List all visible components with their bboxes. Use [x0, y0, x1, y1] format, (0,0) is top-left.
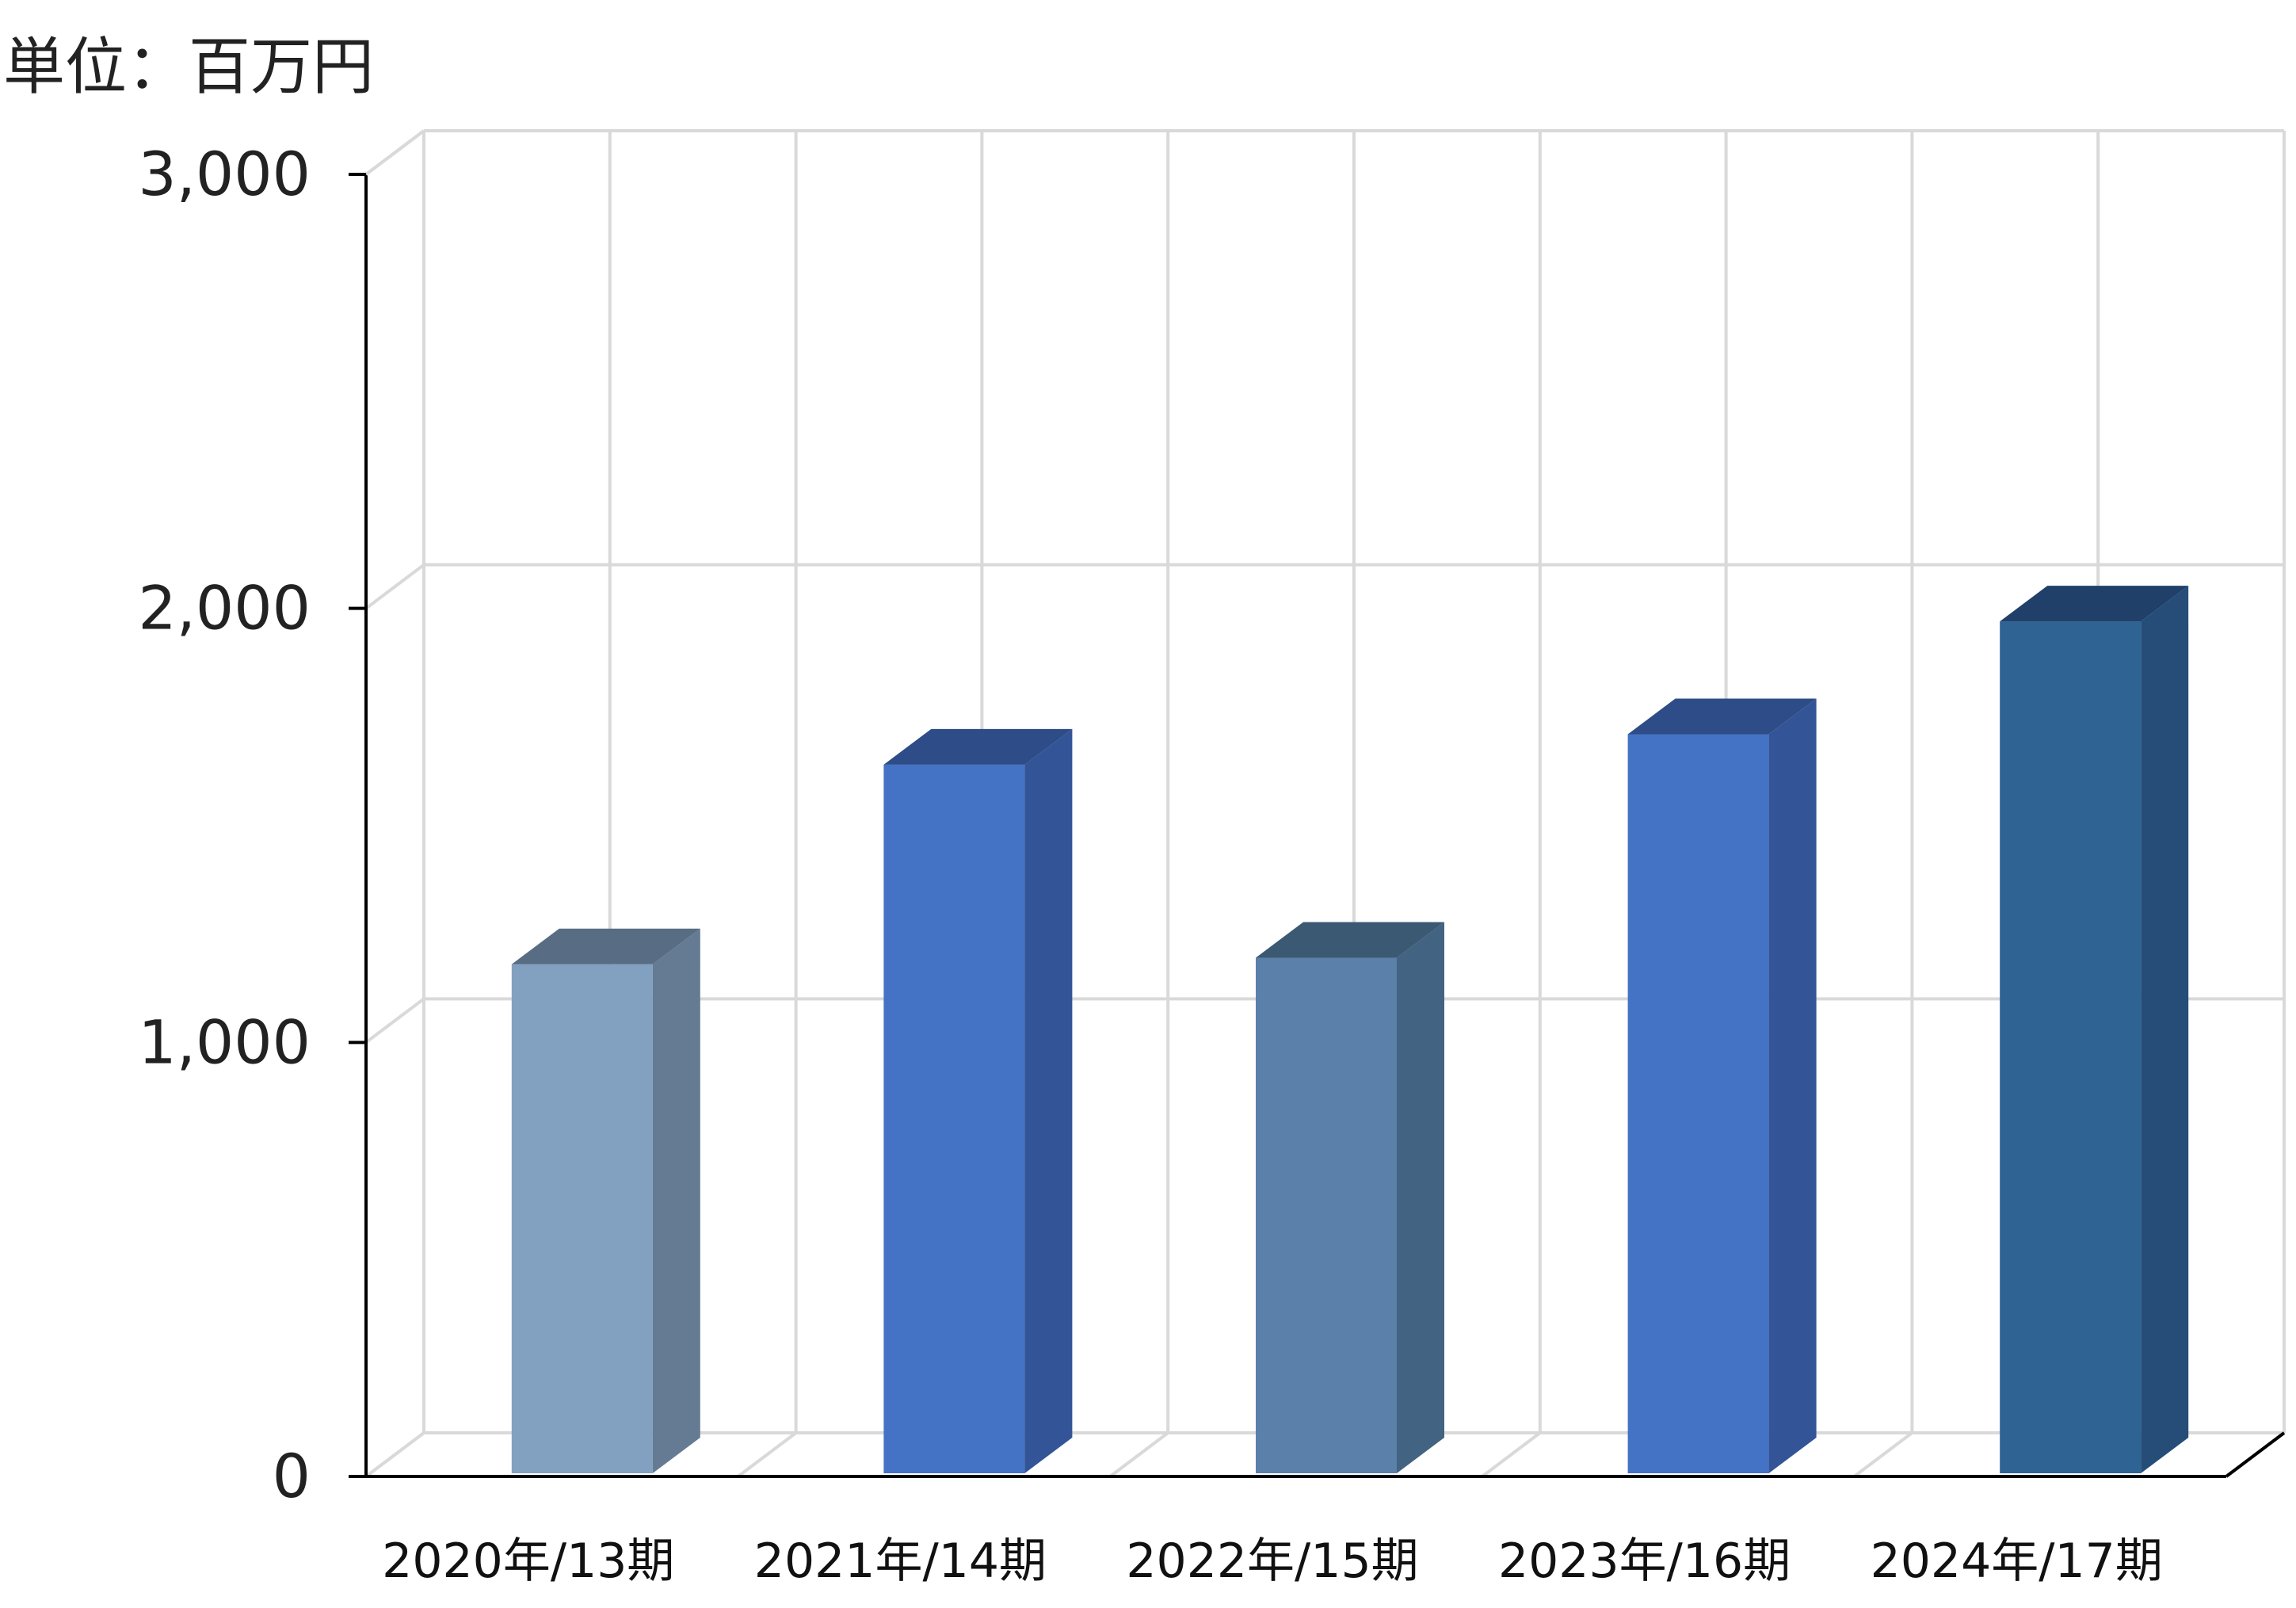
unit-label: 単位：百万円	[3, 32, 375, 103]
gridline-floor	[1481, 1431, 1542, 1478]
bar-5	[2000, 586, 2189, 1473]
bar-4	[1627, 698, 1817, 1473]
gridline-floor	[364, 1431, 425, 1478]
x-tick-label: 2020年/13期	[382, 1534, 674, 1589]
y-tick-label: 0	[273, 1441, 311, 1511]
x-tick-label: 2021年/14期	[754, 1534, 1047, 1589]
bar-front	[2000, 621, 2142, 1473]
gridline-side	[364, 563, 425, 610]
bar-2	[883, 728, 1073, 1473]
x-tick-label: 2023年/16期	[1498, 1534, 1791, 1589]
bar-front	[1627, 734, 1769, 1473]
y-axis-top-edge	[364, 129, 425, 176]
bar-front	[1256, 957, 1397, 1473]
x-axis-depth-line	[2225, 1431, 2286, 1478]
y-tick-label: 2,000	[138, 573, 311, 644]
bar-front	[511, 964, 653, 1473]
y-tick-label: 1,000	[138, 1006, 311, 1077]
gridline-side	[364, 997, 425, 1044]
bar-side	[2141, 586, 2189, 1473]
bar-side	[1768, 698, 1817, 1473]
x-tick-label: 2024年/17期	[1871, 1534, 2163, 1589]
bar-top	[883, 728, 1073, 765]
bar-top	[1256, 922, 1444, 958]
bar-1	[511, 928, 700, 1473]
y-tick-label: 3,000	[138, 139, 311, 209]
bar-front	[883, 764, 1025, 1473]
gridline-floor	[1853, 1431, 1913, 1478]
gridline-floor	[1108, 1431, 1169, 1478]
bar-3	[1256, 922, 1444, 1473]
bar-side	[1024, 728, 1073, 1473]
bar-top	[511, 928, 700, 964]
gridline-floor	[737, 1431, 797, 1478]
bar-top	[2000, 586, 2189, 622]
bar-side	[652, 928, 700, 1473]
x-tick-label: 2022年/15期	[1126, 1534, 1418, 1589]
bar-top	[1627, 698, 1817, 735]
bar-side	[1397, 922, 1444, 1473]
